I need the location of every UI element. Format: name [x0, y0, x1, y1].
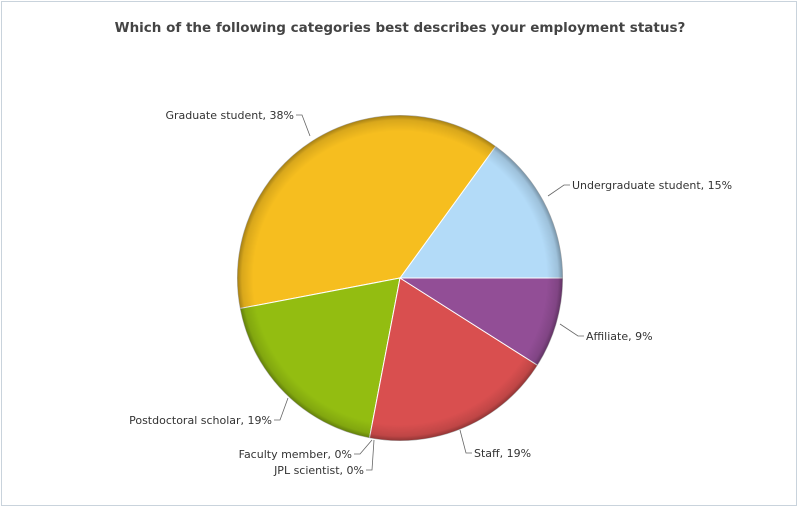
leader-postdoctoral: [274, 397, 289, 421]
label-graduate: Graduate student, 38%: [165, 109, 294, 122]
leader-staff: [459, 429, 472, 454]
pie-slices: [236, 114, 564, 442]
pie-labels: Undergraduate student, 15% Graduate stud…: [129, 109, 732, 477]
leader-affiliate: [559, 323, 584, 337]
label-jpl: JPL scientist, 0%: [273, 464, 364, 477]
leader-jpl: [366, 439, 375, 471]
label-staff: Staff, 19%: [474, 447, 531, 460]
label-undergraduate: Undergraduate student, 15%: [572, 179, 732, 192]
label-affiliate: Affiliate, 9%: [586, 330, 653, 343]
label-postdoctoral: Postdoctoral scholar, 19%: [129, 414, 272, 427]
leader-undergraduate: [547, 184, 570, 197]
chart-title: Which of the following categories best d…: [114, 20, 686, 36]
leader-graduate: [296, 114, 311, 137]
leader-faculty: [354, 439, 373, 455]
label-faculty: Faculty member, 0%: [239, 448, 352, 461]
